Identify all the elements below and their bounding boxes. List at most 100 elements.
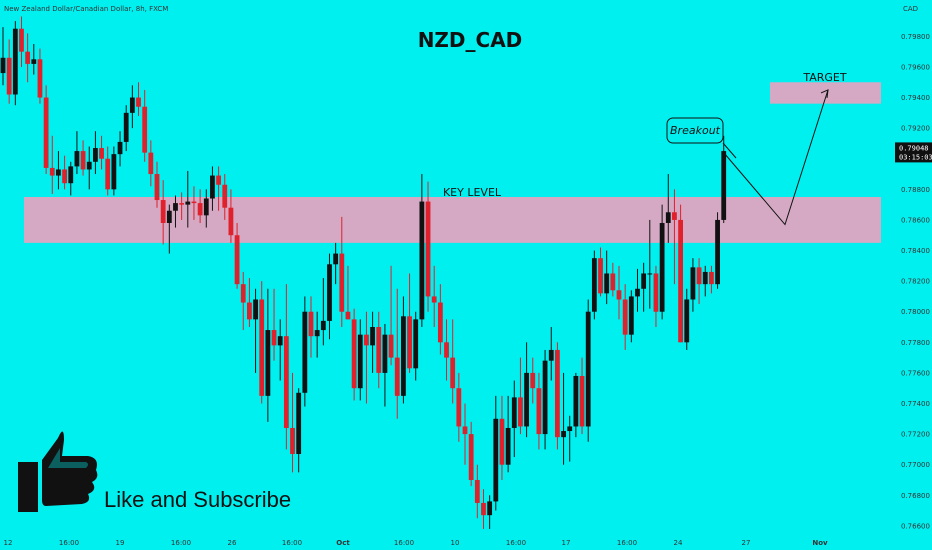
- price-tag: [895, 142, 932, 163]
- candle: [80, 140, 86, 176]
- candle-body: [283, 336, 289, 428]
- candle: [635, 268, 640, 312]
- candle-body: [388, 334, 394, 358]
- candle-body: [530, 372, 536, 389]
- candle-body: [43, 97, 49, 168]
- candle-body: [690, 267, 696, 300]
- candle-body: [290, 427, 295, 454]
- candle-body: [468, 434, 474, 480]
- candle: [690, 258, 696, 312]
- candle: [542, 349, 548, 450]
- candle-body: [111, 154, 117, 190]
- candle-body: [505, 427, 511, 465]
- y-tick-label: 0.79600: [901, 63, 930, 71]
- candle-body: [327, 264, 332, 321]
- candle-body: [450, 357, 456, 389]
- candle-body: [573, 375, 579, 427]
- candle-body: [413, 319, 419, 369]
- candle-body: [247, 302, 252, 320]
- candle-body: [647, 273, 653, 275]
- candle: [228, 189, 234, 243]
- projection-path: [723, 89, 829, 226]
- candle: [678, 204, 683, 343]
- candle-body: [37, 59, 43, 98]
- candle: [191, 186, 197, 220]
- candle-body: [56, 169, 61, 176]
- candle: [721, 135, 727, 223]
- breakout-callout: Breakout: [666, 117, 737, 159]
- candle-body: [591, 258, 597, 312]
- candle-body: [364, 334, 369, 346]
- candle-body: [518, 397, 523, 427]
- candle-body: [191, 201, 197, 204]
- candle-body: [234, 235, 240, 285]
- countdown-label: 03:15:03: [899, 153, 932, 161]
- candle-body: [536, 388, 542, 435]
- candle: [160, 180, 166, 245]
- candle-body: [19, 28, 24, 52]
- candle-body: [709, 271, 714, 285]
- candle: [604, 250, 610, 305]
- candle: [357, 319, 363, 401]
- candle: [665, 174, 671, 243]
- candle: [345, 265, 351, 320]
- candle: [555, 342, 560, 450]
- candle: [247, 278, 252, 328]
- candle-body: [401, 316, 406, 396]
- x-tick-label: 26: [228, 539, 237, 547]
- candle: [166, 204, 172, 254]
- x-tick-label: 10: [451, 539, 460, 547]
- candle-body: [437, 302, 443, 343]
- candle: [437, 284, 443, 355]
- candle-body: [376, 327, 382, 373]
- candle: [672, 189, 677, 285]
- candle-body: [555, 349, 560, 438]
- candle: [259, 281, 265, 404]
- thumbs-up-icon: [18, 431, 98, 512]
- candle-body: [277, 336, 283, 346]
- candle: [696, 258, 702, 305]
- candle-body: [610, 273, 616, 291]
- candle-body: [622, 299, 628, 335]
- candle: [302, 296, 308, 407]
- candle-body: [351, 319, 357, 389]
- candle: [376, 311, 382, 389]
- candle: [548, 327, 554, 381]
- candle: [702, 265, 708, 297]
- candle: [185, 170, 191, 228]
- candle: [684, 288, 690, 350]
- candle: [579, 357, 585, 435]
- candle: [481, 489, 486, 529]
- candle: [142, 89, 148, 162]
- candle-body: [105, 158, 111, 190]
- symbol-info: New Zealand Dollar/Canadian Dollar, 8h, …: [4, 5, 168, 13]
- candle-body: [302, 311, 308, 393]
- candle-body: [579, 375, 585, 427]
- y-tick-label: 0.78000: [901, 308, 930, 316]
- candle: [49, 135, 55, 194]
- candle: [320, 278, 326, 346]
- candle: [308, 296, 314, 358]
- y-tick-label: 0.76600: [901, 522, 930, 530]
- candle-body: [68, 166, 74, 184]
- candle: [419, 174, 425, 328]
- candle: [659, 204, 665, 320]
- candle: [511, 380, 517, 458]
- x-tick-label: 27: [742, 539, 751, 547]
- candle-body: [524, 372, 529, 427]
- candle-body: [678, 219, 683, 343]
- candle-body: [320, 320, 326, 331]
- candle: [129, 85, 135, 129]
- breakout-label: Breakout: [670, 124, 721, 137]
- target-label: TARGET: [802, 71, 847, 84]
- candle-body: [567, 426, 573, 432]
- candle-body: [86, 161, 92, 170]
- candle: [0, 27, 6, 86]
- candle-body: [271, 330, 277, 346]
- candle-body: [80, 151, 86, 170]
- candle-body: [333, 253, 339, 265]
- candle: [37, 48, 43, 104]
- x-tick-label: 12: [4, 539, 13, 547]
- chart-title: NZD_CAD: [418, 28, 523, 52]
- candle-body: [481, 502, 486, 516]
